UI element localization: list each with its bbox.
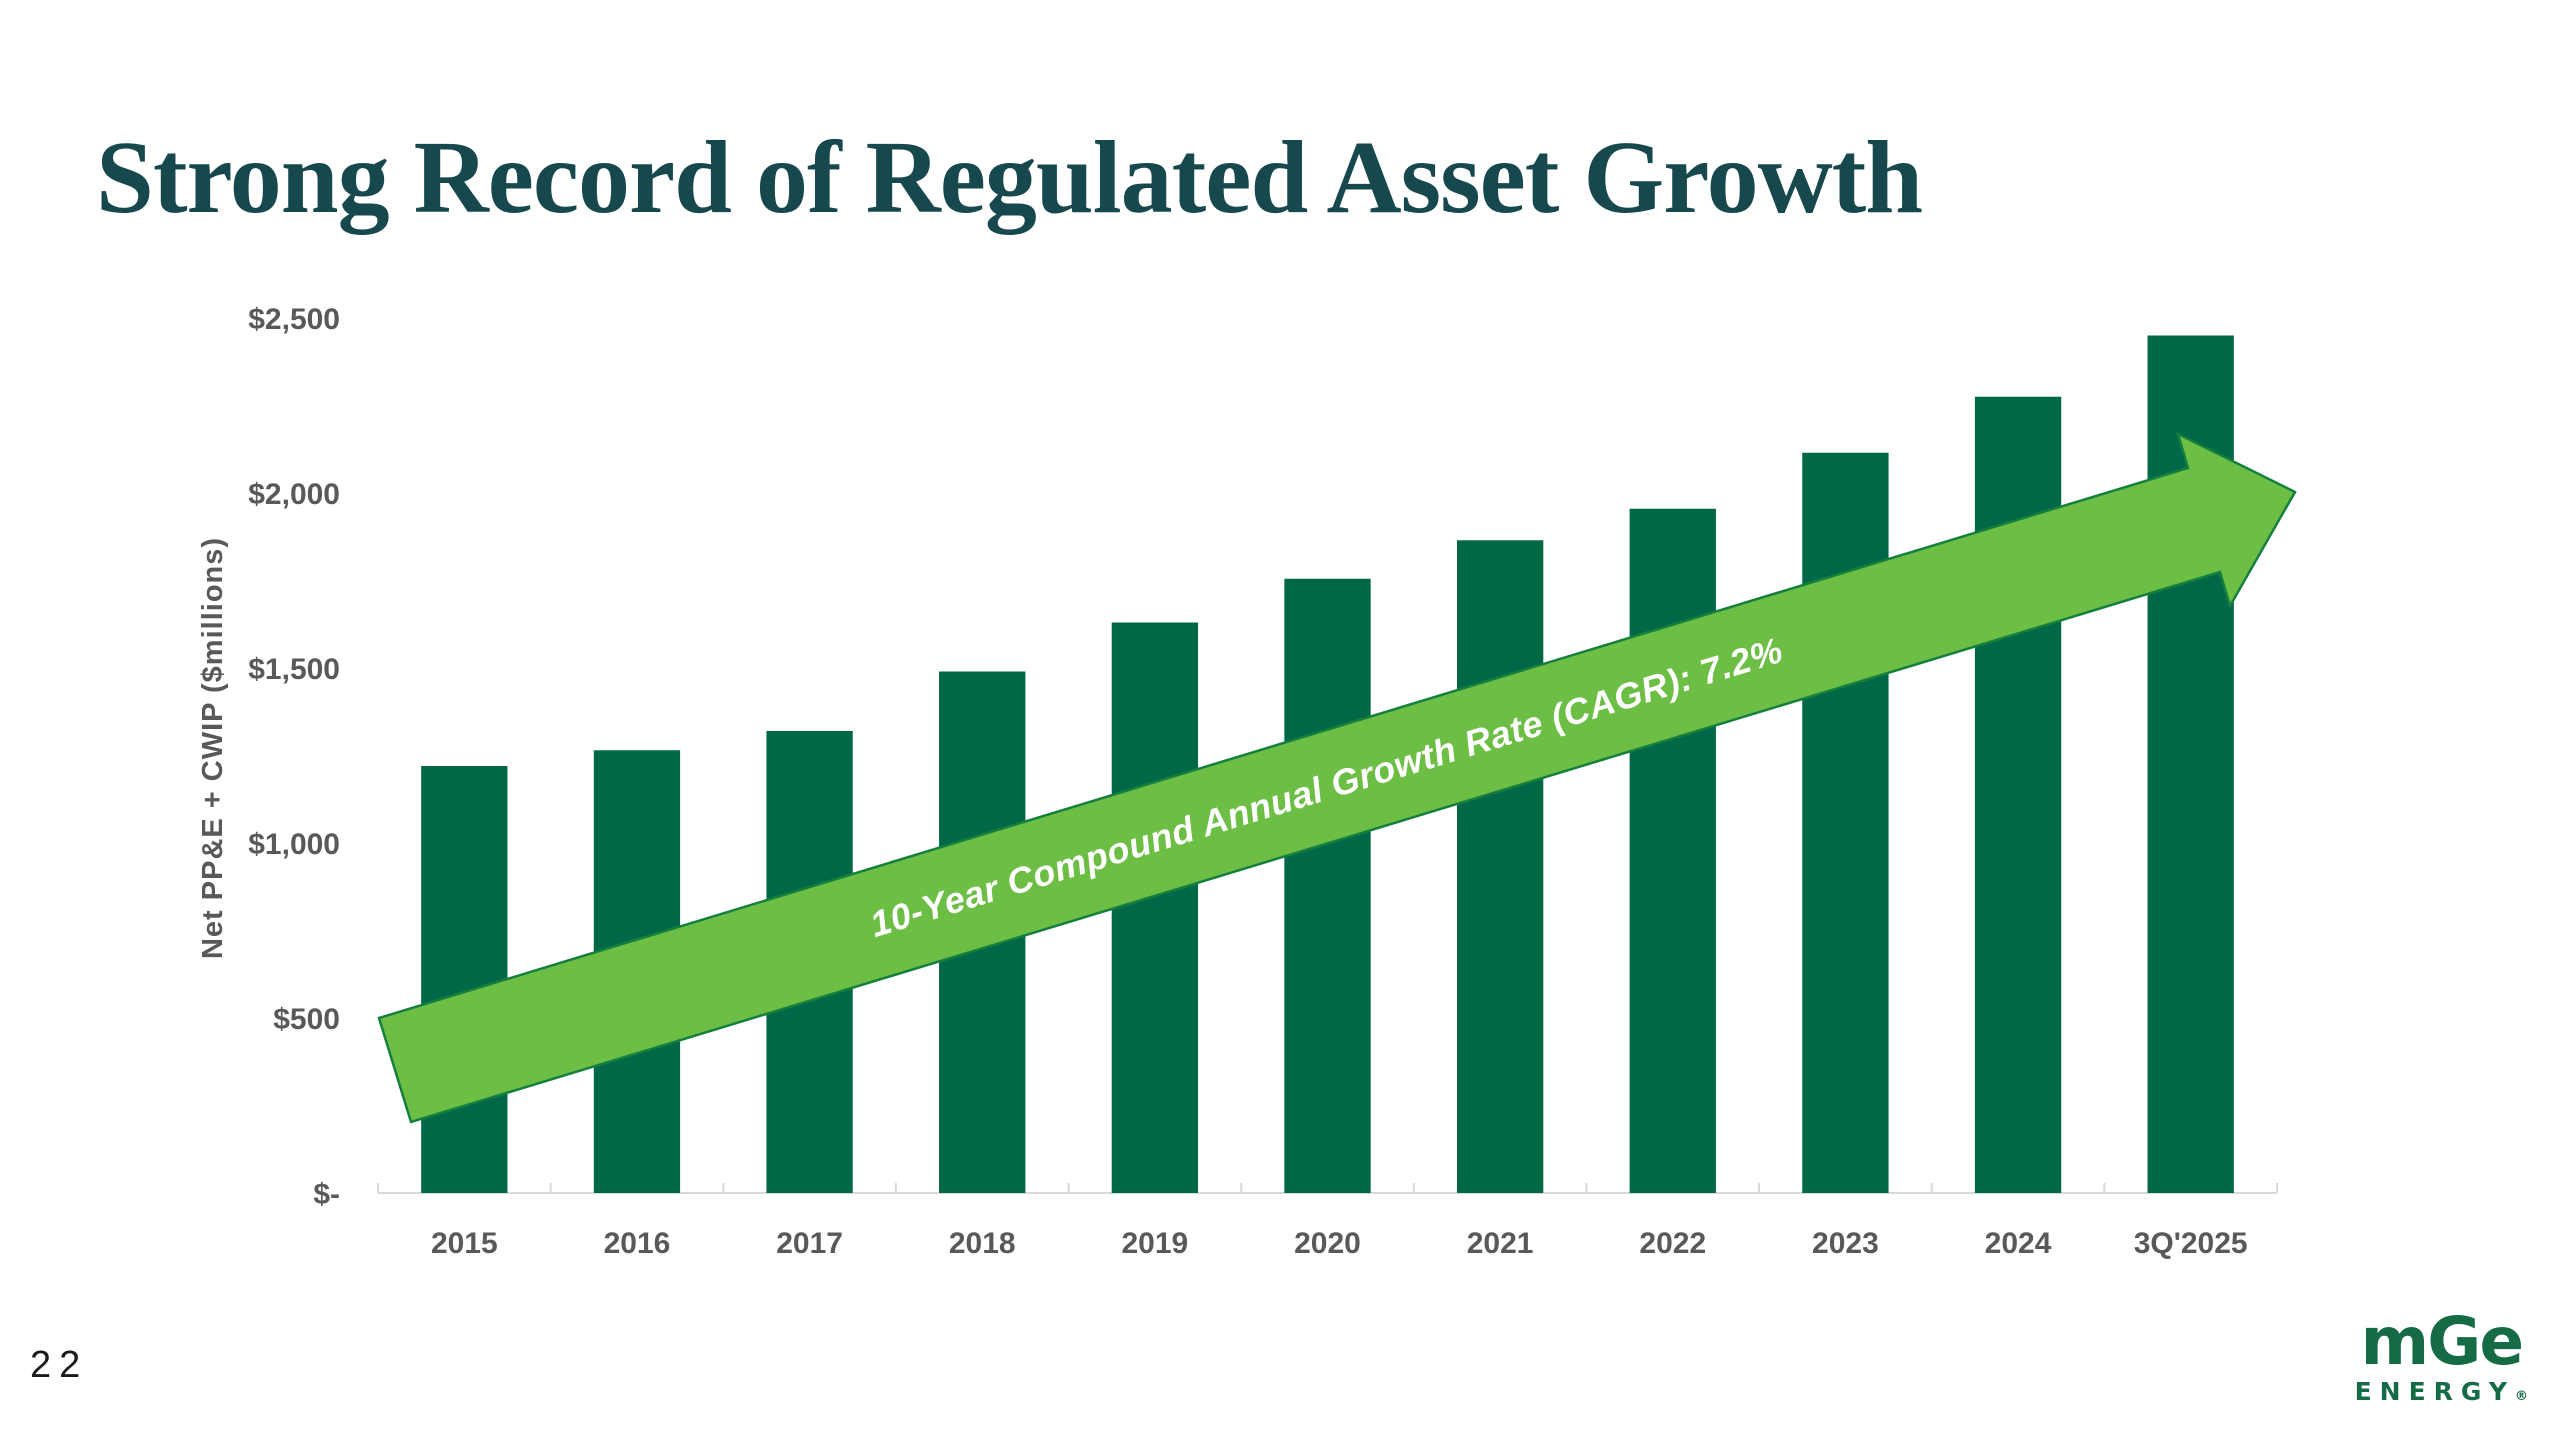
x-axis-tick-label: 2019 <box>1121 1227 1188 1260</box>
y-axis-tick-label: $1,500 <box>248 653 340 686</box>
growth-arrow <box>377 431 2297 1124</box>
x-axis-tick-label: 2024 <box>1985 1227 2052 1260</box>
x-axis-tick-label: 2023 <box>1812 1227 1879 1260</box>
logo-brand-text: mGe <box>2360 1303 2524 1380</box>
bar-2021 <box>1456 540 1544 1193</box>
x-axis-tick-label: 2022 <box>1639 1227 1706 1260</box>
x-axis-tick-label: 2021 <box>1467 1227 1534 1260</box>
x-axis-tick-label: 3Q'2025 <box>2134 1227 2248 1260</box>
y-axis-tick-label: $1,000 <box>248 828 340 861</box>
x-axis-tick-label: 2020 <box>1294 1227 1361 1260</box>
bar-2020 <box>1284 578 1371 1193</box>
y-axis-tick-label: $500 <box>273 1003 340 1036</box>
x-axis-tick-label: 2018 <box>949 1227 1016 1260</box>
logo-sub-text: ENERGY® <box>2355 1379 2528 1404</box>
x-axis-tick-label: 2017 <box>776 1227 843 1260</box>
bar-2022 <box>1629 508 1716 1193</box>
y-axis-tick-label: $2,000 <box>248 478 340 511</box>
y-axis-title: Net PP&E + CWIP ($millions) <box>197 537 229 959</box>
x-axis-tick-label: 2015 <box>431 1227 498 1260</box>
mge-energy-logo: mGe ENERGY® <box>2355 1303 2528 1405</box>
bar-2019 <box>1111 622 1199 1193</box>
page-number: 22 <box>30 1344 89 1386</box>
y-axis-tick-label: $2,500 <box>248 303 340 336</box>
x-axis-tick-label: 2016 <box>604 1227 671 1260</box>
logo-energy-text: ENERGY <box>2354 1377 2515 1406</box>
y-axis-tick-label: $- <box>313 1178 340 1211</box>
bar-2015 <box>421 766 508 1193</box>
registered-mark: ® <box>2515 1389 2528 1404</box>
slide-title: Strong Record of Regulated Asset Growth <box>96 120 1923 235</box>
